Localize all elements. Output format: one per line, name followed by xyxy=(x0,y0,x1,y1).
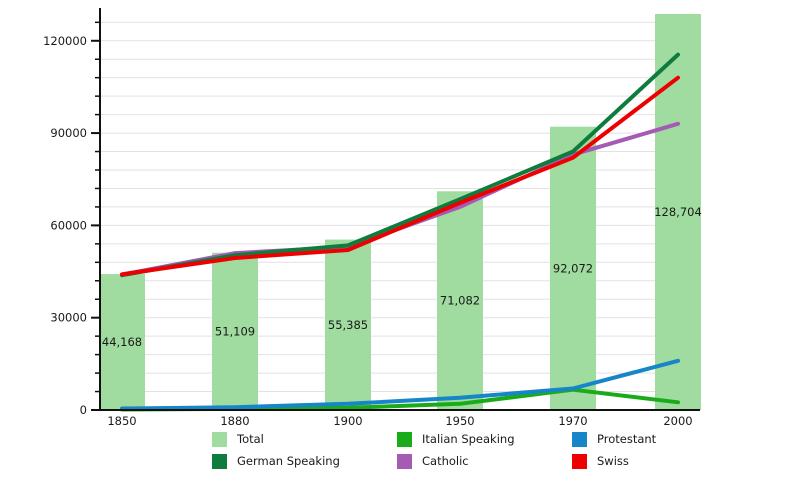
y-tick-label: 0 xyxy=(80,403,87,417)
bar-value-label-1900: 55,385 xyxy=(328,318,368,332)
legend-label: Total xyxy=(237,432,264,446)
bar-value-label-1970: 92,072 xyxy=(553,261,593,275)
bar-total-1880 xyxy=(212,252,258,410)
legend-swatch-icon xyxy=(212,431,227,447)
bar-total-1970 xyxy=(550,126,596,410)
legend-item-swiss: Swiss xyxy=(572,450,656,472)
legend-item-protestant: Protestant xyxy=(572,428,656,450)
bar-total-1950 xyxy=(437,191,483,410)
bar-value-label-2000: 128,704 xyxy=(654,205,702,219)
x-tick-label: 1900 xyxy=(333,414,362,428)
legend-item-catholic: Catholic xyxy=(397,450,515,472)
legend-swatch-icon xyxy=(397,453,412,469)
bar-total-1900 xyxy=(325,239,371,410)
legend-swatch-icon xyxy=(397,431,412,447)
line-swiss xyxy=(120,75,680,277)
y-tick-label: 60000 xyxy=(50,218,87,232)
x-tick-label: 1970 xyxy=(558,414,587,428)
legend-label: Catholic xyxy=(422,454,469,468)
legend-column: Italian Speaking Catholic xyxy=(397,428,515,472)
legend-item-italian-speaking: Italian Speaking xyxy=(397,428,515,450)
y-tick-label: 30000 xyxy=(50,311,87,325)
bar-total-1850 xyxy=(99,274,145,410)
legend-column: Protestant Swiss xyxy=(572,428,656,472)
bar-value-label-1880: 51,109 xyxy=(215,324,255,338)
legend-column: Total German Speaking xyxy=(212,428,340,472)
y-tick-label: 120000 xyxy=(43,34,87,48)
x-tick-label: 1880 xyxy=(220,414,249,428)
x-tick-label: 2000 xyxy=(663,414,692,428)
line-german-speaking xyxy=(120,52,680,278)
legend-swatch-icon xyxy=(572,431,587,447)
legend-item-german-speaking: German Speaking xyxy=(212,450,340,472)
legend-swatch-icon xyxy=(572,453,587,469)
legend-label: Protestant xyxy=(597,432,657,446)
y-tick-label: 90000 xyxy=(50,126,87,140)
legend-item-total: Total xyxy=(212,428,340,450)
bar-value-label-1850: 44,168 xyxy=(102,335,142,349)
legend-swatch-icon xyxy=(212,453,227,469)
bar-value-label-1950: 71,082 xyxy=(440,294,480,308)
x-tick-label: 1850 xyxy=(107,414,136,428)
x-tick-label: 1950 xyxy=(445,414,474,428)
legend-label: German Speaking xyxy=(237,454,340,468)
legend-label: Swiss xyxy=(597,454,629,468)
chart-legend: Total German Speaking Italian Speaking Cath… xyxy=(0,428,800,488)
legend-label: Italian Speaking xyxy=(422,432,515,446)
line-protestant xyxy=(120,358,680,411)
